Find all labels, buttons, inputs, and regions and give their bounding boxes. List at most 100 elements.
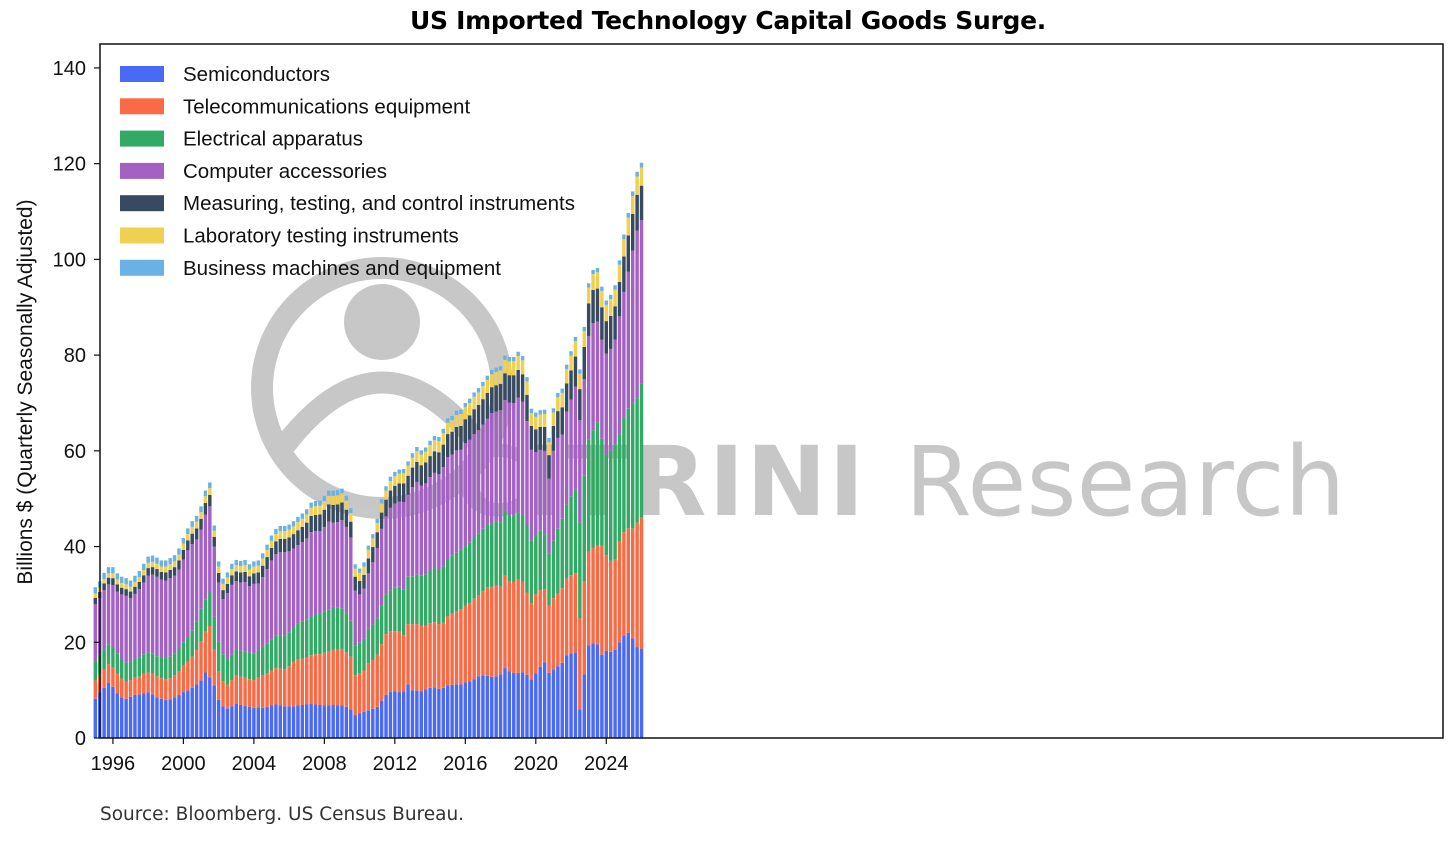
bar-segment — [133, 575, 137, 582]
bar-segment — [573, 336, 578, 342]
bar-segment — [168, 656, 172, 679]
bar-segment — [353, 568, 357, 577]
bar-segment — [573, 356, 578, 387]
bar-segment — [225, 708, 230, 738]
bar-segment — [269, 560, 274, 640]
bar-segment — [490, 413, 494, 524]
bar-segment — [318, 505, 322, 515]
bar-segment — [199, 680, 203, 738]
bar-segment — [379, 605, 384, 645]
bar-segment — [379, 528, 384, 606]
bar-segment — [177, 560, 181, 570]
bar-segment — [428, 477, 432, 571]
bar-segment — [260, 577, 265, 647]
bar-segment — [538, 414, 542, 427]
bar-segment — [265, 544, 269, 550]
bar-segment — [287, 632, 291, 667]
bar-segment — [582, 331, 586, 347]
bar-segment — [393, 471, 397, 477]
bar-segment — [608, 651, 613, 738]
bar-segment — [212, 546, 216, 617]
bar-segment — [164, 566, 168, 573]
bar-segment — [538, 410, 542, 415]
bar-segment — [639, 185, 644, 221]
bar-segment — [106, 577, 111, 585]
bar-segment — [234, 704, 238, 738]
bar-segment — [150, 673, 155, 695]
bar-segment — [159, 657, 164, 679]
bar-segment — [617, 264, 622, 282]
bar-segment — [305, 657, 309, 705]
bar-segment — [542, 662, 547, 738]
bar-segment — [423, 689, 428, 738]
bar-segment — [230, 584, 234, 655]
bar-segment — [525, 592, 529, 675]
svg-text:Research: Research — [905, 426, 1345, 538]
bar-segment — [313, 654, 318, 705]
bar-segment — [124, 589, 128, 596]
bar-segment — [115, 573, 120, 580]
bar-segment — [199, 518, 203, 530]
bar-segment — [604, 304, 608, 322]
bar-segment — [331, 495, 335, 505]
bar-segment — [622, 256, 626, 292]
bar-segment — [507, 671, 512, 738]
bar-segment — [199, 608, 203, 642]
bar-segment — [283, 525, 287, 532]
bar-segment — [586, 303, 591, 336]
bar-segment — [309, 616, 313, 656]
legend-label: Semiconductors — [183, 63, 330, 86]
bar-segment — [181, 665, 186, 693]
bar-segment — [322, 611, 327, 653]
bar-segment — [120, 576, 124, 583]
bar-segment — [468, 681, 472, 738]
bar-segment — [362, 566, 366, 575]
bar-segment — [225, 572, 230, 578]
bar-segment — [534, 594, 538, 674]
bar-segment — [256, 572, 261, 584]
bar-segment — [177, 694, 181, 738]
bar-segment — [476, 404, 481, 431]
bar-segment — [111, 686, 115, 738]
bar-segment — [419, 485, 423, 576]
bar-segment — [208, 677, 212, 738]
bar-segment — [221, 681, 225, 707]
bar-segment — [120, 678, 124, 698]
bar-segment — [150, 567, 155, 575]
bar-segment — [168, 558, 172, 565]
bar-segment — [529, 449, 534, 541]
bar-segment — [230, 654, 234, 681]
bar-segment — [203, 514, 208, 600]
bar-segment — [520, 581, 525, 673]
bar-segment — [331, 704, 335, 738]
bar-segment — [155, 569, 159, 577]
bar-segment — [313, 501, 318, 507]
x-tick-label: 2020 — [514, 753, 559, 775]
legend-swatch — [120, 130, 164, 147]
bar-segment — [243, 581, 247, 652]
bar-segment — [441, 444, 446, 468]
bar-segment — [635, 171, 639, 177]
bar-segment — [459, 549, 463, 610]
bar-segment — [331, 606, 335, 650]
bar-segment — [256, 677, 261, 708]
bar-segment — [93, 680, 98, 699]
bar-segment — [441, 566, 446, 623]
bar-segment — [445, 559, 450, 617]
bar-segment — [190, 526, 194, 534]
bar-segment — [225, 583, 230, 593]
bar-segment — [221, 590, 225, 600]
bar-segment — [177, 554, 181, 561]
bar-segment — [635, 398, 639, 523]
bar-segment — [547, 478, 551, 554]
bar-segment — [476, 676, 481, 738]
bar-segment — [604, 353, 608, 455]
bar-segment — [586, 283, 591, 288]
bar-segment — [608, 299, 613, 316]
bar-segment — [238, 560, 243, 567]
bar-segment — [626, 528, 631, 633]
bar-segment — [168, 578, 172, 657]
bar-segment — [291, 626, 296, 662]
bar-segment — [441, 428, 446, 434]
